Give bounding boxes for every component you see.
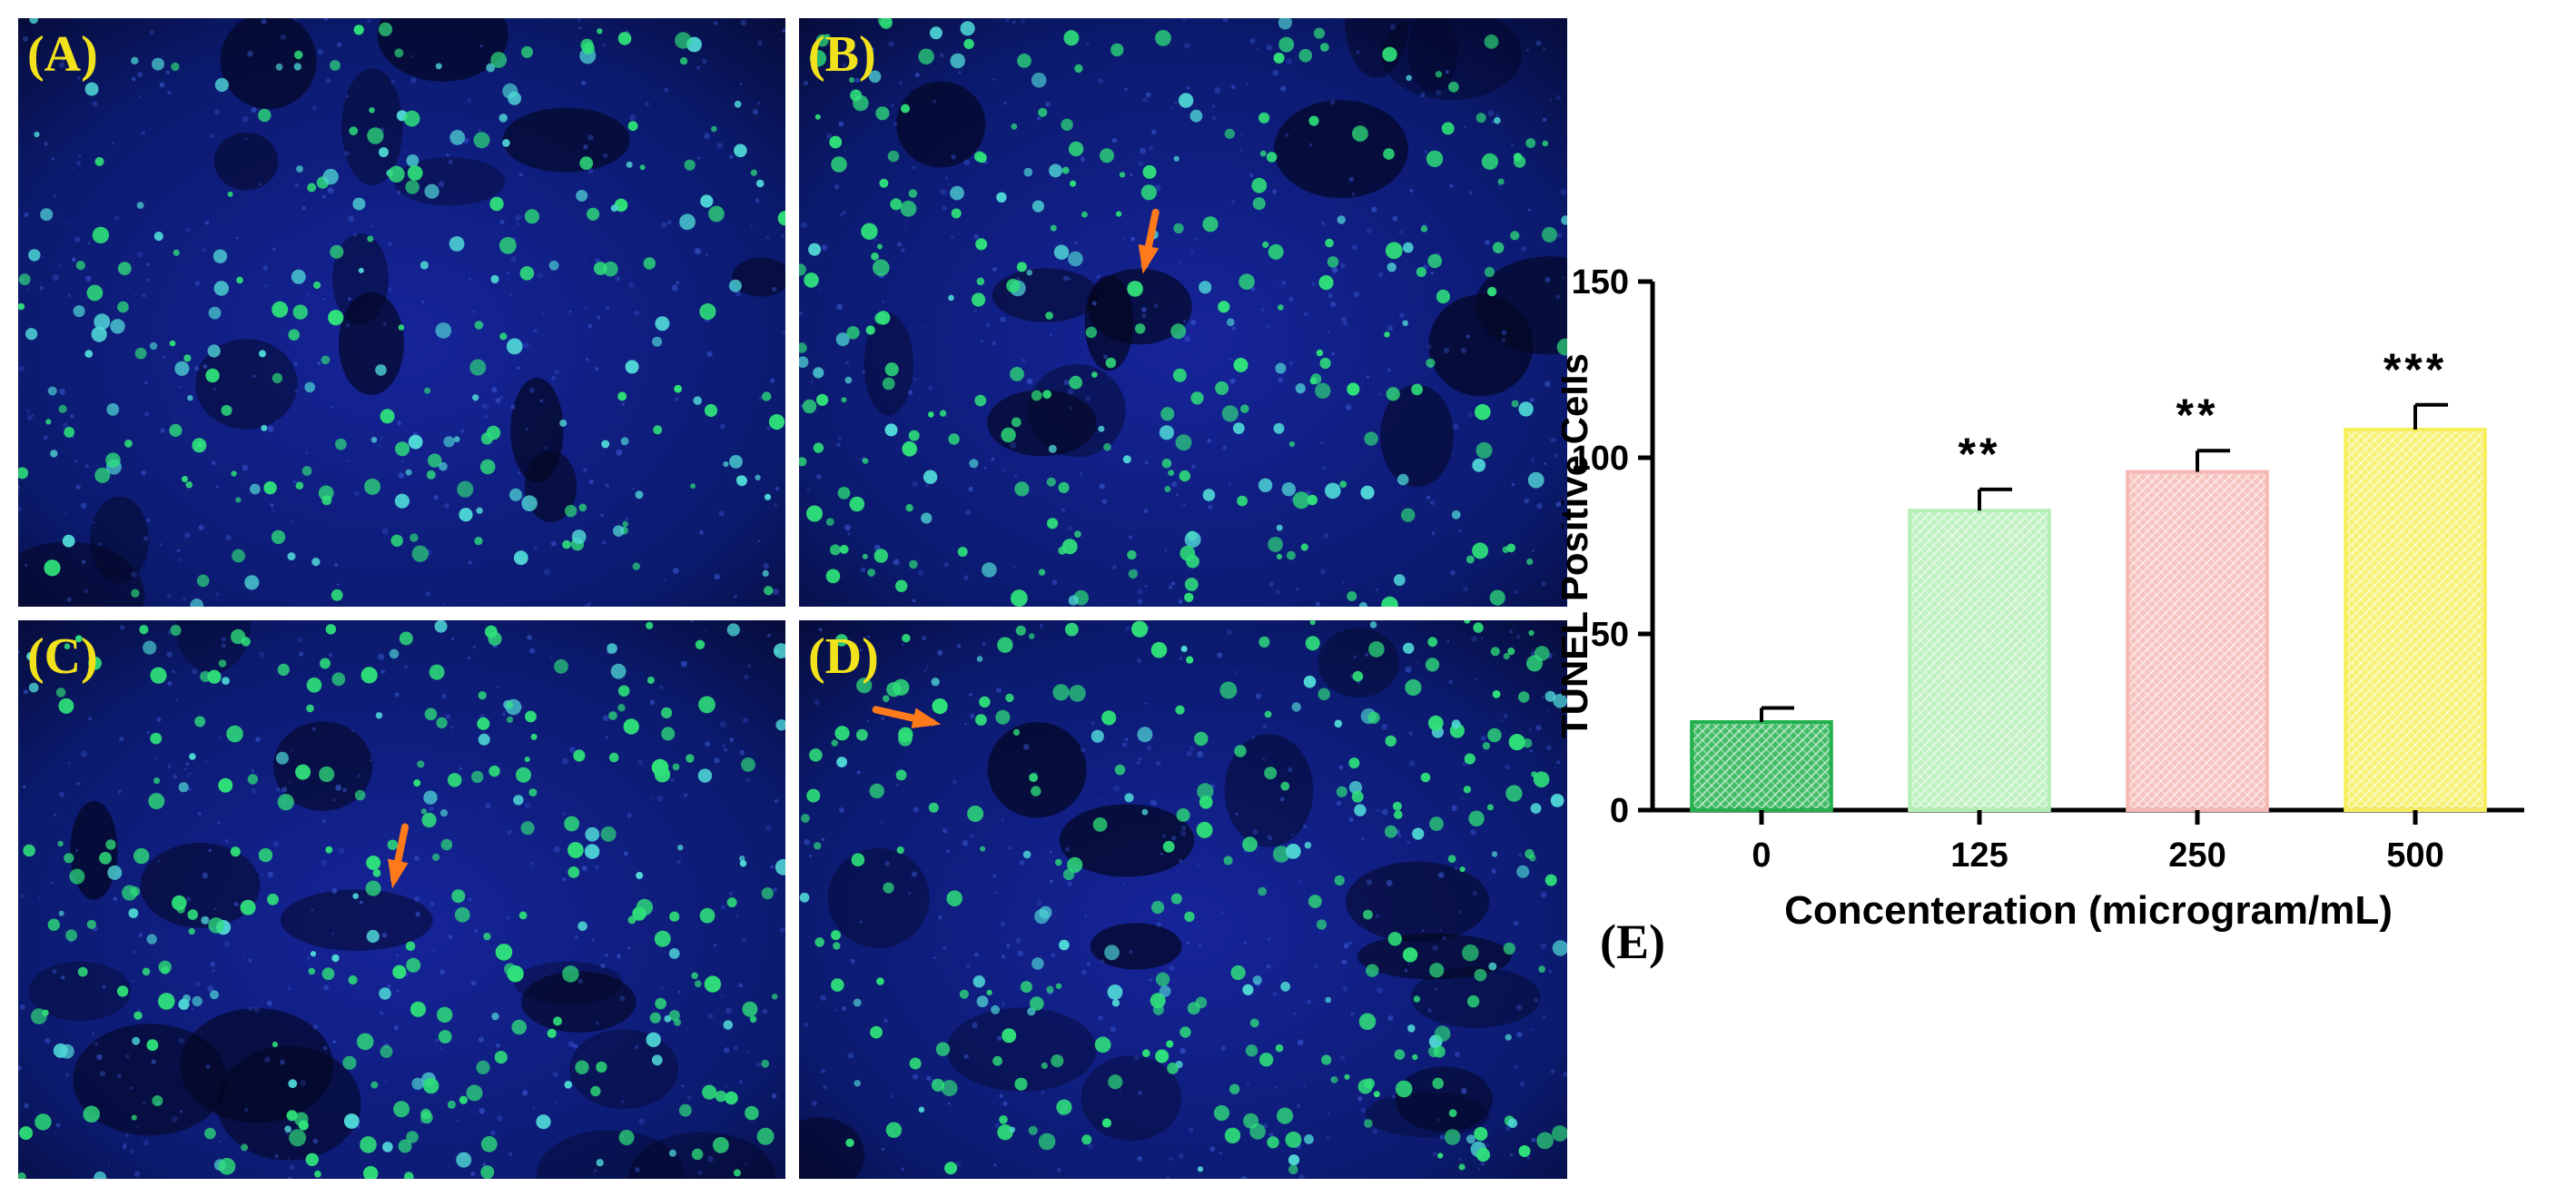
x-tick-label: 125 <box>1950 836 2008 875</box>
bar-500: *** <box>2344 344 2487 813</box>
y-tick-label: 100 <box>1572 440 1629 478</box>
micrograph-image-c <box>18 620 785 1179</box>
micrograph-panel-b: (B) <box>799 18 1567 607</box>
micrograph-image-a <box>18 18 785 607</box>
micrograph-panel-a: (A) <box>18 18 785 607</box>
significance-label: ** <box>1959 429 2001 480</box>
bar <box>2344 427 2487 813</box>
bar <box>2126 470 2269 813</box>
panel-label-c: (C) <box>27 628 98 685</box>
orange-arrow-icon <box>872 706 942 728</box>
x-axis-title: Concenteration (microgram/mL) <box>1784 888 2393 933</box>
bar-0 <box>1690 706 1833 812</box>
panel-label-b: (B) <box>808 26 876 83</box>
micrograph-image-d <box>799 620 1567 1179</box>
panel-label-e: (E) <box>1600 915 1665 969</box>
bar-125: ** <box>1908 429 2051 812</box>
micrograph-panel-d: (D) <box>799 620 1567 1179</box>
bar <box>1908 509 2051 812</box>
micrograph-panel-c: (C) <box>18 620 785 1179</box>
panel-label-d: (D) <box>808 628 879 685</box>
tunel-bar-chart: 0 50 100 150 0 ** 125 ** 250 *** 500 Concenteration… <box>1562 263 2524 933</box>
x-tick-label: 500 <box>2386 836 2443 875</box>
x-tick-label: 250 <box>2168 836 2226 875</box>
orange-arrow-icon <box>1138 208 1160 274</box>
y-tick-label: 50 <box>1591 616 1629 654</box>
significance-label: *** <box>2384 344 2447 395</box>
x-tick-label: 0 <box>1752 836 1771 875</box>
y-tick-label: 150 <box>1572 263 1629 302</box>
bar <box>1690 720 1833 812</box>
panel-label-a: (A) <box>27 26 98 83</box>
y-tick-label: 0 <box>1610 792 1629 830</box>
y-axis-title: TUNEL Positive Cells <box>1562 353 1595 738</box>
significance-label: ** <box>2176 390 2219 440</box>
micrograph-image-b <box>799 18 1567 607</box>
bar-250: ** <box>2126 390 2269 813</box>
orange-arrow-icon <box>388 823 410 889</box>
